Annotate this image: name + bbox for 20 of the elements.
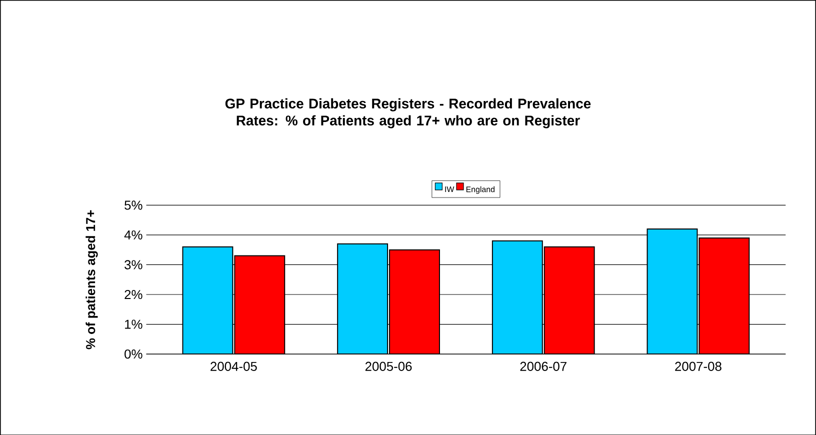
y-tick-label: 0% <box>124 349 142 358</box>
chart-title: GP Practice Diabetes Registers - Recorded Prevalence Rates: % of Patients aged 17+ who are on Register <box>225 98 591 128</box>
bar <box>337 243 388 354</box>
y-tick-label: 5% <box>124 200 142 210</box>
x-tick-label: 2006-07 <box>520 362 566 371</box>
y-tick-label: 4% <box>124 230 142 240</box>
bar <box>544 246 595 354</box>
bar <box>182 246 234 354</box>
bar <box>698 237 750 354</box>
x-tick-label: 2007-08 <box>675 362 722 371</box>
bar <box>234 255 286 354</box>
y-tick-label: 2% <box>124 290 142 299</box>
x-tick-label: 2004-05 <box>210 362 257 371</box>
bar <box>646 228 698 354</box>
y-tick-label: 3% <box>124 260 142 270</box>
y-tick-label: 1% <box>125 320 142 329</box>
y-axis-title: % of patients aged 17+ <box>86 210 98 350</box>
x-tick-label: 2005-06 <box>365 362 412 371</box>
bar <box>492 240 543 354</box>
bar <box>389 249 440 354</box>
